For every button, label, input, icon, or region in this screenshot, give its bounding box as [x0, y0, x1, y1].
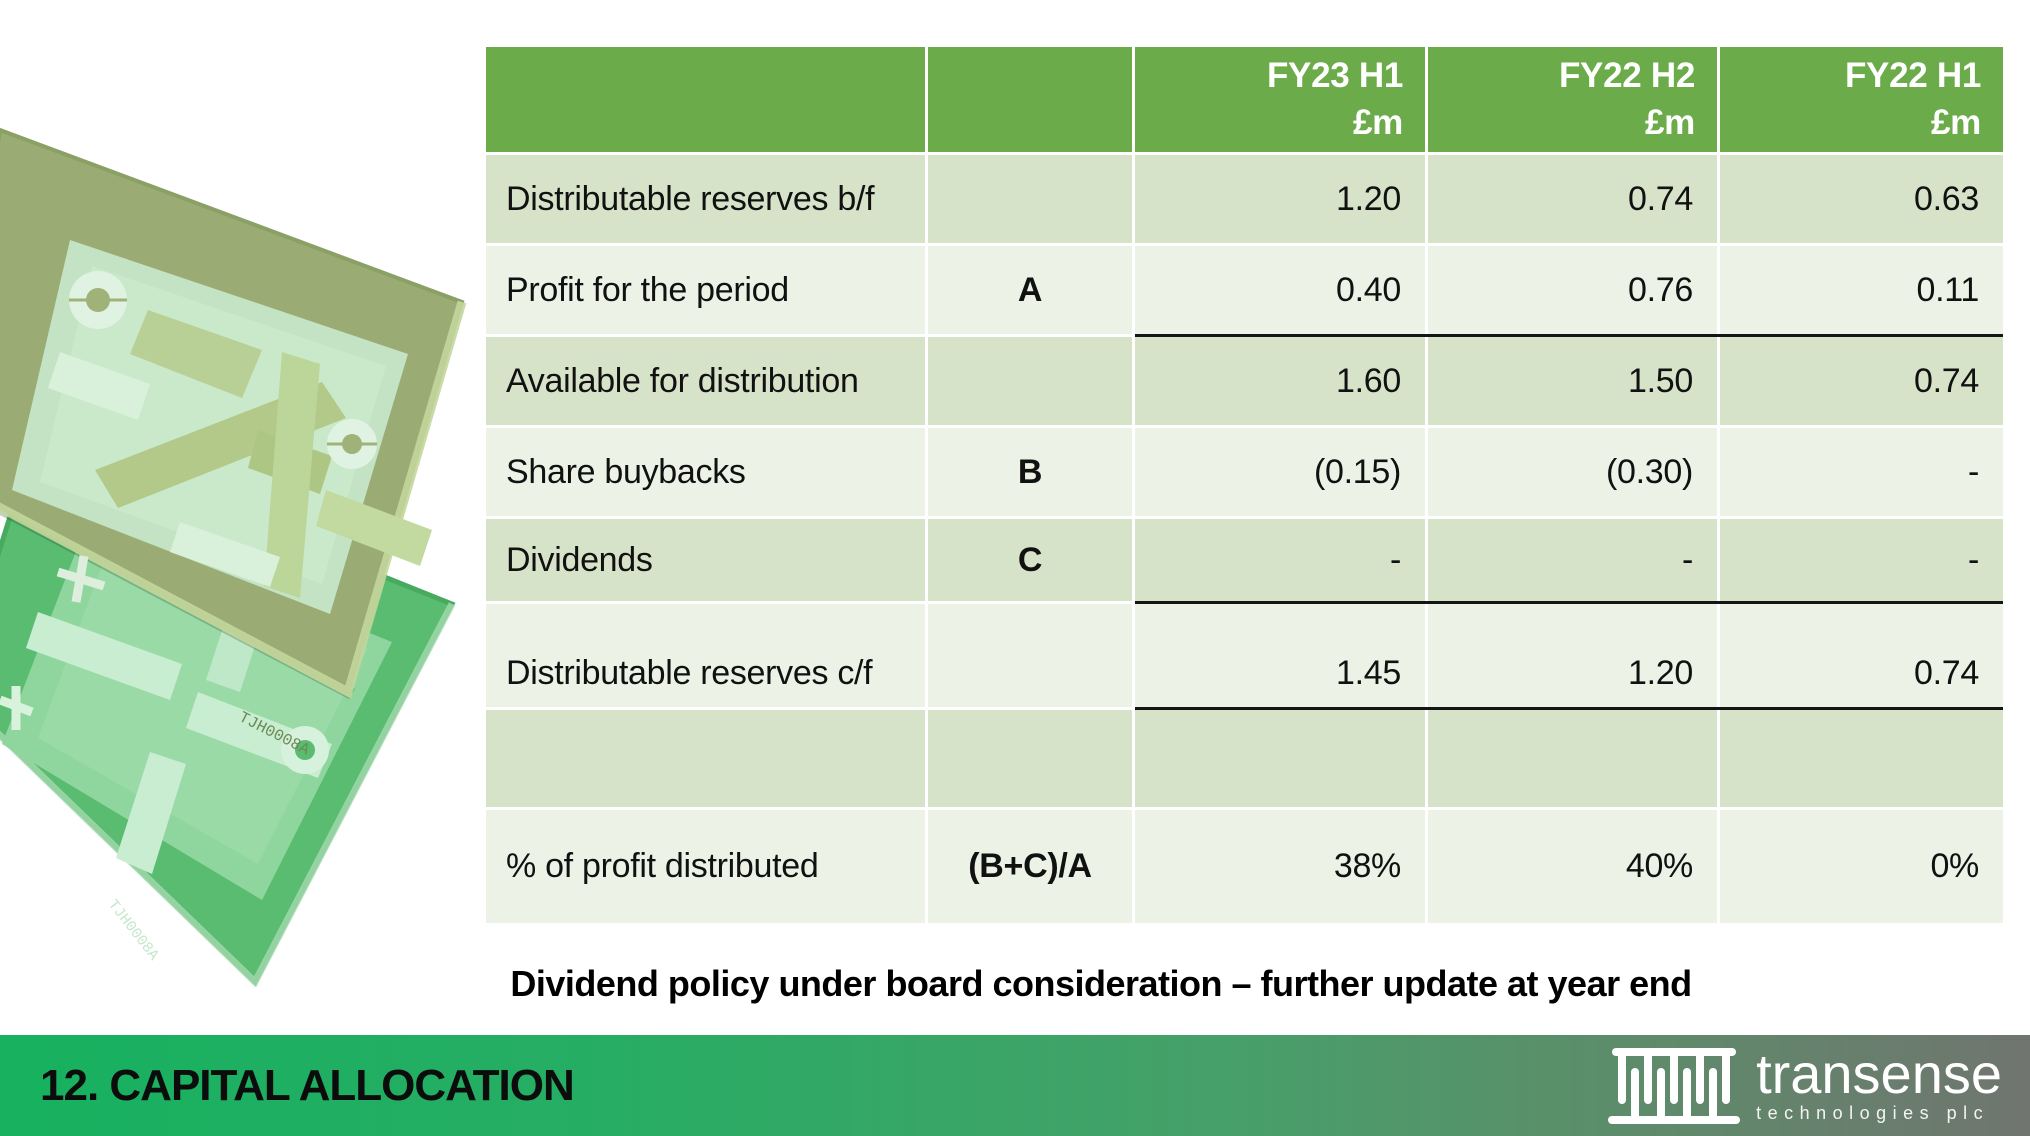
footer-bar: 12. CAPITAL ALLOCATION tran: [0, 1035, 2030, 1136]
row-ref: A: [928, 246, 1132, 334]
header-unit: £m: [1645, 102, 1695, 142]
row-ref: [928, 710, 1132, 807]
row-label: [486, 710, 925, 807]
row-ref: (B+C)/A: [928, 810, 1132, 923]
header-fy22-h2: FY22 H2 £m: [1428, 47, 1717, 152]
row-value: 1.60: [1135, 337, 1425, 425]
row-ref: [928, 337, 1132, 425]
row-value: 0%: [1720, 810, 2003, 923]
olive-chip: TJH0008A: [0, 127, 467, 760]
row-value: -: [1428, 519, 1717, 601]
row-value: 0.76: [1428, 246, 1717, 334]
row-label: Dividends: [486, 519, 925, 601]
row-label: % of profit distributed: [486, 810, 925, 923]
row-ref: C: [928, 519, 1132, 601]
sensor-chips-illustration: TJH0008A: [0, 127, 467, 988]
row-value: (0.15): [1135, 428, 1425, 516]
header-empty-label: [486, 47, 925, 152]
capital-allocation-table: FY23 H1 £m FY22 H2 £m FY22 H1 £m Distrib…: [486, 47, 2003, 923]
row-value: [1720, 710, 2003, 807]
row-value: [1135, 710, 1425, 807]
header-unit: £m: [1353, 102, 1403, 142]
header-unit: £m: [1931, 102, 1981, 142]
row-value: 0.74: [1720, 604, 2003, 707]
row-label: Distributable reserves c/f: [486, 604, 925, 707]
row-label: Available for distribution: [486, 337, 925, 425]
sensor-chips-photo: TJH0008A: [0, 52, 482, 988]
row-value: 38%: [1135, 810, 1425, 923]
logo-name: transense: [1756, 1041, 2002, 1105]
header-period: FY22 H1: [1844, 55, 1981, 95]
idt-comb-icon: [1608, 1047, 1741, 1124]
row-value: -: [1135, 519, 1425, 601]
row-value: 1.45: [1135, 604, 1425, 707]
row-value: 1.20: [1428, 604, 1717, 707]
row-value: 1.20: [1135, 155, 1425, 243]
logo-subtitle: technologies plc: [1756, 1103, 1990, 1124]
sum-line-reserves-top: [1135, 601, 2003, 604]
row-value: (0.30): [1428, 428, 1717, 516]
chip-etched-text: TJH0008A: [104, 897, 162, 964]
row-value: 0.63: [1720, 155, 2003, 243]
logo-text: transense technologies plc: [1756, 1041, 2002, 1124]
row-label: Profit for the period: [486, 246, 925, 334]
row-ref: B: [928, 428, 1132, 516]
row-label: Distributable reserves b/f: [486, 155, 925, 243]
row-ref: [928, 155, 1132, 243]
sum-line-available: [1135, 334, 2003, 337]
row-value: [1428, 710, 1717, 807]
row-value: 40%: [1428, 810, 1717, 923]
row-value: -: [1720, 519, 2003, 601]
row-value: 0.74: [1720, 337, 2003, 425]
sum-line-reserves-bottom: [1135, 707, 2003, 710]
row-value: 0.11: [1720, 246, 2003, 334]
header-period: FY22 H2: [1558, 55, 1695, 95]
header-fy22-h1: FY22 H1 £m: [1720, 47, 2003, 152]
row-value: 1.50: [1428, 337, 1717, 425]
row-ref: [928, 604, 1132, 707]
row-value: -: [1720, 428, 2003, 516]
transense-logo: transense technologies plc: [1608, 1044, 2002, 1128]
row-value: 0.40: [1135, 246, 1425, 334]
header-empty-ref: [928, 47, 1132, 152]
slide-title: 12. CAPITAL ALLOCATION: [40, 1060, 575, 1110]
row-label: Share buybacks: [486, 428, 925, 516]
dividend-policy-note: Dividend policy under board consideratio…: [510, 963, 1692, 1004]
header-period: FY23 H1: [1266, 55, 1403, 95]
header-fy23-h1: FY23 H1 £m: [1135, 47, 1425, 152]
row-value: 0.74: [1428, 155, 1717, 243]
